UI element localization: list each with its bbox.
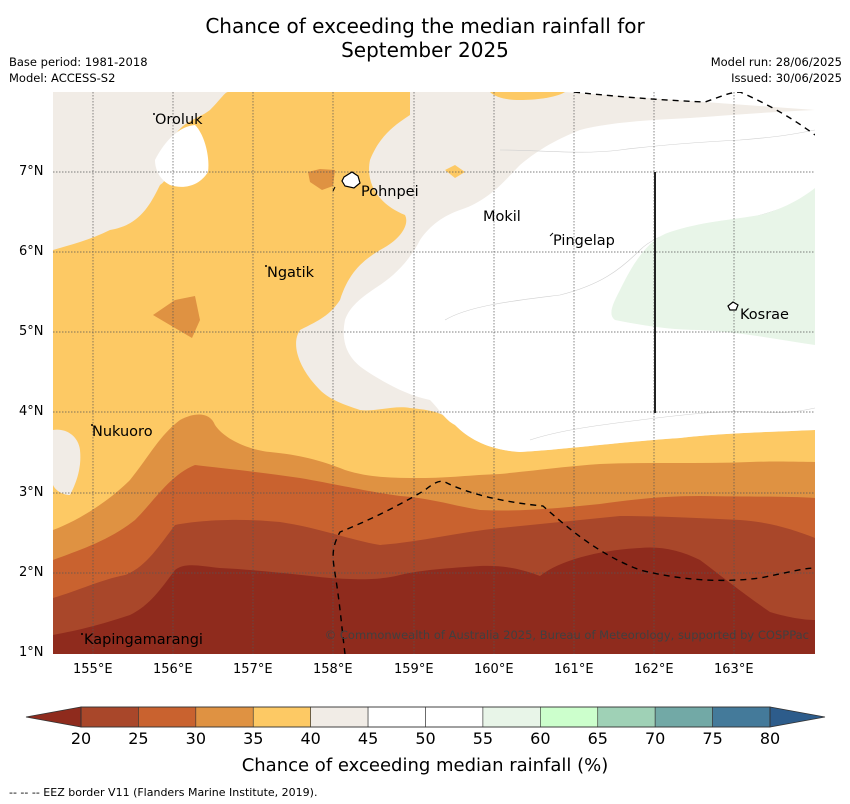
colorbar-tick-label: 70 bbox=[644, 729, 666, 748]
colorbar-segment bbox=[482, 706, 541, 728]
y-tick-6n: 6°N bbox=[19, 244, 44, 259]
colorbar-segment bbox=[367, 706, 426, 728]
colorbar-under-arrow bbox=[25, 706, 82, 728]
band-35-40-north bbox=[490, 92, 565, 100]
band-40-45-west bbox=[53, 429, 81, 495]
y-tick-1n: 1°N bbox=[19, 645, 44, 660]
band-45-55-oroluk bbox=[155, 125, 209, 187]
label-oroluk: Oroluk bbox=[155, 112, 203, 128]
contour-line-2 bbox=[499, 129, 815, 153]
label-pingelap: Pingelap bbox=[553, 233, 615, 249]
y-tick-2n: 2°N bbox=[19, 565, 44, 580]
pohnpei-island bbox=[341, 171, 361, 189]
map-title-line2: September 2025 bbox=[341, 38, 509, 62]
colorbar-segment bbox=[80, 706, 139, 728]
colorbar-tick-label: 55 bbox=[472, 729, 494, 748]
colorbar-title: Chance of exceeding median rainfall (%) bbox=[241, 755, 609, 776]
colorbar-tick-label: 60 bbox=[530, 729, 551, 748]
colorbar-segment bbox=[425, 706, 484, 728]
colorbar-tick-label: 65 bbox=[587, 729, 608, 748]
label-mokil: Mokil bbox=[483, 209, 521, 225]
colorbar-segment bbox=[654, 706, 713, 728]
y-tick-5n: 5°N bbox=[19, 324, 44, 339]
band-30-35-patch bbox=[153, 296, 200, 338]
x-tick-157e: 157°E bbox=[233, 662, 273, 677]
x-tick-163e: 163°E bbox=[714, 662, 754, 677]
colorbar-tick-label: 30 bbox=[185, 729, 206, 748]
colorbar-tick-label: 50 bbox=[415, 729, 436, 748]
colorbar-tick-label: 40 bbox=[300, 729, 321, 748]
map-area bbox=[53, 92, 815, 654]
label-kapingamarangi: Kapingamarangi bbox=[84, 632, 203, 648]
nukuoro-marker bbox=[91, 424, 93, 426]
x-tick-161e: 161°E bbox=[554, 662, 594, 677]
label-kosrae: Kosrae bbox=[740, 307, 789, 323]
ngatik-marker bbox=[265, 265, 267, 267]
eez-footnote: -- -- -- EEZ border V11 (Flanders Marine… bbox=[9, 786, 318, 799]
colorbar-over-arrow bbox=[769, 706, 826, 728]
colorbar-segment bbox=[712, 706, 771, 728]
pohnpei-islet bbox=[332, 186, 336, 192]
band-30-35-patch2 bbox=[308, 169, 335, 190]
colorbar-segment bbox=[252, 706, 311, 728]
issued-label: Issued: 30/06/2025 bbox=[731, 71, 842, 85]
x-tick-155e: 155°E bbox=[73, 662, 113, 677]
y-tick-4n: 4°N bbox=[19, 404, 44, 419]
map-title-line1: Chance of exceeding the median rainfall … bbox=[205, 14, 645, 38]
model-label: Model: ACCESS-S2 bbox=[9, 71, 116, 85]
colorbar-tick-label: 20 bbox=[70, 729, 92, 748]
band-45-55 bbox=[343, 92, 815, 452]
band-under-20 bbox=[53, 547, 815, 654]
x-tick-158e: 158°E bbox=[313, 662, 353, 677]
colorbar-tick-label: 25 bbox=[128, 729, 149, 748]
y-tick-7n: 7°N bbox=[19, 164, 44, 179]
kosrae-island bbox=[727, 301, 739, 311]
pingelap-marker bbox=[549, 232, 554, 237]
colorbar bbox=[25, 706, 826, 728]
colorbar-segments bbox=[80, 706, 771, 728]
gridlines bbox=[53, 92, 815, 654]
rainfall-map bbox=[53, 92, 815, 654]
x-tick-159e: 159°E bbox=[394, 662, 434, 677]
model-run-label: Model run: 28/06/2025 bbox=[710, 55, 842, 69]
colorbar-segment bbox=[138, 706, 197, 728]
oroluk-marker bbox=[153, 113, 155, 115]
colorbar-segment bbox=[597, 706, 656, 728]
colorbar-segment bbox=[540, 706, 599, 728]
colorbar-tick-label: 80 bbox=[759, 729, 781, 748]
label-pohnpei: Pohnpei bbox=[361, 184, 419, 200]
band-35-40-patch bbox=[445, 165, 465, 178]
colorbar-tick-label: 75 bbox=[702, 729, 723, 748]
colorbar-tick-label: 35 bbox=[243, 729, 264, 748]
colorbar-tick-label: 45 bbox=[357, 729, 379, 748]
label-ngatik: Ngatik bbox=[267, 265, 315, 281]
eez-borders bbox=[332, 92, 815, 654]
x-tick-156e: 156°E bbox=[153, 662, 193, 677]
colorbar-segment bbox=[195, 706, 254, 728]
contour-line-3 bbox=[529, 407, 815, 441]
base-period-label: Base period: 1981-2018 bbox=[9, 55, 148, 69]
copyright-notice: © Commonwealth of Australia 2025, Bureau… bbox=[324, 628, 809, 642]
x-tick-162e: 162°E bbox=[634, 662, 674, 677]
band-55-60 bbox=[611, 188, 815, 345]
colorbar-frame bbox=[80, 706, 771, 728]
x-tick-160e: 160°E bbox=[474, 662, 514, 677]
colorbar-segment bbox=[310, 706, 369, 728]
kapingamarangi-marker bbox=[81, 633, 83, 635]
y-tick-3n: 3°N bbox=[19, 485, 44, 500]
label-nukuoro: Nukuoro bbox=[92, 424, 153, 440]
